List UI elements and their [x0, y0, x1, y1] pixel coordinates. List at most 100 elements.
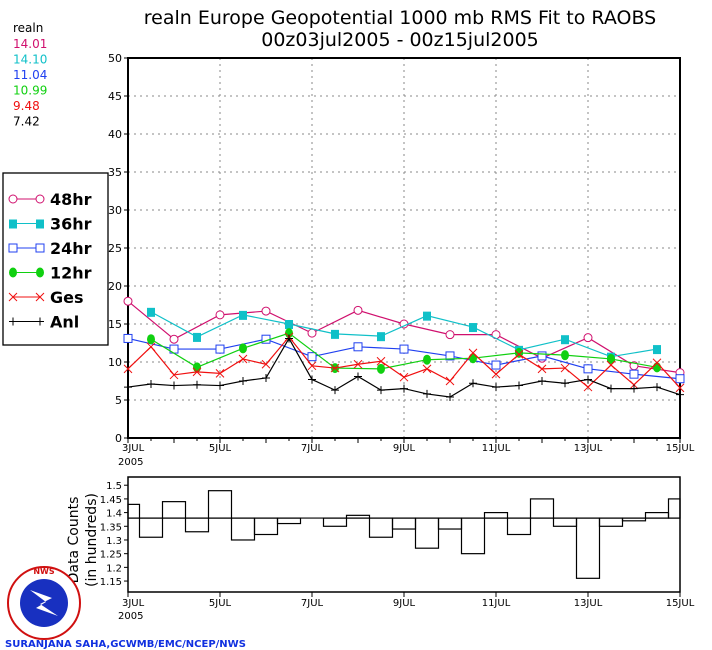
count-bar: [552, 517, 578, 527]
y-tick-label: 45: [108, 90, 122, 103]
x-year-label: 2005: [118, 457, 143, 468]
nws-logo: NWS: [7, 566, 81, 640]
x-year-label: 2005: [118, 611, 143, 622]
data-point: [261, 359, 271, 369]
data-point: [400, 384, 408, 393]
count-bar: [644, 511, 670, 519]
data-count-plot: 1.15 1.2 1.25 1.3 1.35 1.4 1.45 1.5 3JUL 5JUL 7JUL…: [66, 476, 695, 622]
y-tick-label: 1.45: [100, 495, 122, 506]
data-point: [147, 334, 155, 345]
data-point: [146, 342, 156, 352]
y-tick-label: 25: [108, 242, 122, 255]
series-line-12hr: [150, 332, 658, 370]
legend-label: Anl: [50, 313, 79, 332]
data-point: [330, 363, 340, 373]
data-point: [399, 344, 409, 354]
data-point: [423, 311, 431, 321]
y-tick-label: 1.3: [106, 536, 122, 547]
data-point: [193, 380, 201, 389]
count-bar: [529, 498, 555, 519]
stats-value: 14.01: [13, 37, 47, 51]
count-bar: [391, 517, 417, 530]
count-bar: [506, 517, 532, 536]
data-point: [629, 369, 639, 379]
data-point: [285, 320, 293, 329]
count-bar: [276, 517, 302, 525]
series-ges: [123, 332, 685, 393]
data-point: [514, 350, 524, 359]
data-point: [308, 375, 316, 384]
data-point: [123, 333, 133, 343]
count-bar: [207, 490, 233, 519]
count-bar: [437, 517, 463, 530]
data-point: [170, 381, 178, 390]
data-point: [491, 360, 501, 370]
data-point: [307, 328, 317, 338]
x-tick-label: 7JUL: [301, 443, 324, 454]
data-point: [561, 350, 569, 361]
data-point: [422, 364, 432, 374]
data-point: [147, 307, 155, 317]
data-point: [468, 348, 478, 358]
main-plot: 0 5 10 15 20 25 30 35 40 45 50 3JUL 5JUL 7JUL 9JUL 11JU…: [108, 52, 695, 468]
data-point: [583, 364, 593, 374]
y-tick-label: 1.4: [106, 509, 122, 520]
data-point: [583, 382, 593, 392]
data-point: [192, 367, 202, 377]
legend-label: 36hr: [50, 215, 92, 234]
data-point: [584, 375, 592, 384]
data-point: [653, 362, 661, 373]
x-tick-label: 7JUL: [301, 598, 324, 609]
legend-label: 24hr: [50, 239, 92, 258]
data-point: [354, 372, 362, 381]
data-point: [652, 358, 662, 368]
data-point: [147, 380, 155, 389]
y-tick-label: 1.35: [100, 522, 122, 533]
y-tick-label: 1.5: [106, 481, 122, 492]
series-line-36hr: [150, 311, 658, 358]
count-bar: [575, 517, 601, 579]
y-tick-label: 40: [108, 128, 122, 141]
data-point: [423, 389, 431, 398]
data-point: [307, 352, 317, 362]
y-tick-label: 35: [108, 166, 122, 179]
credit-text: SURANJANA SAHA,GCWMB/EMC/NCEP/NWS: [5, 639, 246, 650]
count-bar: [667, 498, 681, 519]
data-point: [353, 305, 363, 315]
data-point: [561, 379, 569, 388]
x-tick-label: 11JUL: [482, 443, 511, 454]
data-point: [376, 356, 386, 366]
data-point: [537, 364, 547, 374]
legend-marker: [8, 194, 18, 204]
data-point: [653, 383, 661, 392]
y-tick-label: 15: [108, 318, 122, 331]
legend-label: 48hr: [50, 190, 92, 209]
legend: 48hr 36hr 24hr 12hr Ges Anl: [2, 172, 109, 346]
legend-marker: [8, 292, 18, 302]
data-point: [675, 374, 685, 384]
count-bar: [345, 514, 371, 519]
count-bar: [127, 503, 141, 519]
data-point: [193, 332, 201, 342]
data-point: [491, 369, 501, 379]
x-tick-label: 5JUL: [209, 443, 232, 454]
y-tick-label: 1.15: [100, 577, 122, 588]
data-point: [239, 377, 247, 385]
y-tick-label: 50: [108, 52, 122, 65]
stats-value: 11.04: [13, 68, 47, 82]
data-point: [675, 383, 685, 393]
chart-title: realn Europe Geopotential 1000 mb RMS Fi…: [144, 7, 656, 29]
data-point: [607, 384, 615, 393]
data-point: [469, 323, 477, 333]
data-point: [123, 364, 133, 374]
y-tick-label: 1.2: [106, 563, 122, 574]
y-tick-label: 1.25: [100, 550, 122, 561]
legend-marker: [35, 243, 45, 253]
legend-marker: [35, 292, 45, 302]
data-point: [331, 329, 339, 339]
data-point: [630, 384, 638, 393]
data-point: [653, 345, 661, 355]
count-bar: [184, 517, 210, 533]
